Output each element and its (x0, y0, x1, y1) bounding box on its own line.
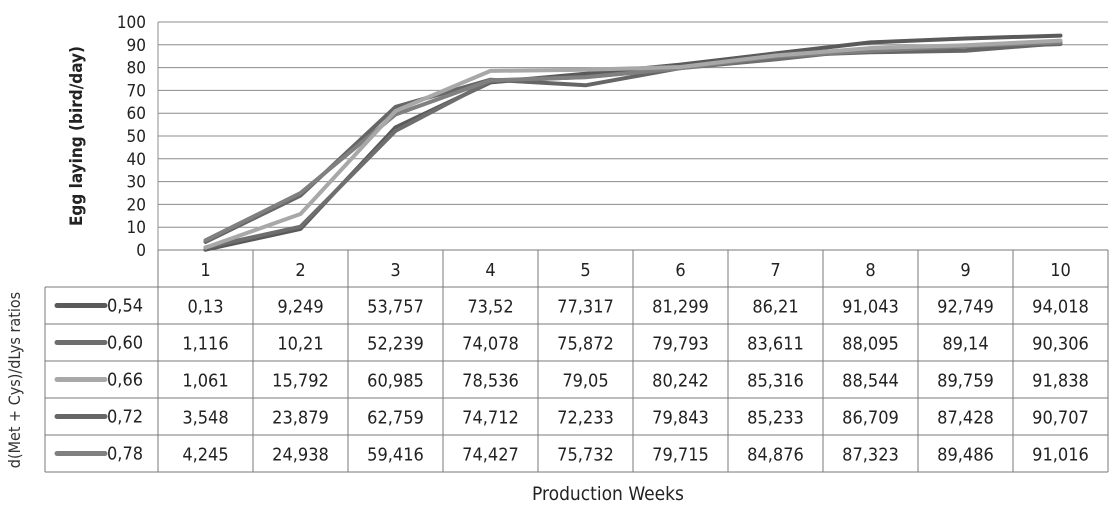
table-cell: 88,095 (842, 334, 899, 355)
table-cell: 86,709 (842, 408, 899, 429)
x-category-label: 4 (485, 260, 495, 281)
table-cell: 86,21 (752, 297, 798, 318)
table-cell: 79,05 (562, 371, 608, 392)
table-cell: 74,078 (462, 334, 519, 355)
legend-entry: 0,54 (107, 296, 143, 317)
table-cell: 87,323 (842, 445, 899, 466)
table-cell: 79,843 (652, 408, 709, 429)
table-cell: 88,544 (842, 371, 899, 392)
table-cell: 1,061 (182, 371, 228, 392)
table-cell: 59,416 (367, 445, 424, 466)
table-cell: 89,759 (937, 371, 994, 392)
legend-entry: 0,78 (107, 444, 143, 465)
table-cell: 62,759 (367, 408, 424, 429)
y-tick-label: 20 (127, 195, 146, 215)
table-cell: 75,732 (557, 445, 614, 466)
table-cell: 23,879 (272, 408, 329, 429)
y-tick-label: 50 (127, 127, 146, 147)
table-cell: 84,876 (747, 445, 804, 466)
x-category-label: 1 (200, 260, 210, 281)
x-category-label: 9 (960, 260, 970, 281)
table-cell: 78,536 (462, 371, 519, 392)
table-cell: 1,116 (182, 334, 228, 355)
table-cell: 52,239 (367, 334, 424, 355)
y-tick-label: 30 (127, 173, 146, 193)
table-cell: 9,249 (277, 297, 323, 318)
x-category-label: 10 (1050, 260, 1071, 281)
table-cell: 91,838 (1032, 371, 1089, 392)
table-cell: 53,757 (367, 297, 424, 318)
table-cell: 3,548 (182, 408, 228, 429)
table-cell: 4,245 (182, 445, 228, 466)
table-cell: 10,21 (277, 334, 323, 355)
y-tick-label: 0 (136, 241, 146, 261)
x-category-label: 3 (390, 260, 400, 281)
series-line (203, 38, 1063, 250)
table-cell: 89,486 (937, 445, 994, 466)
table-cell: 94,018 (1032, 297, 1089, 318)
table-cell: 60,985 (367, 371, 424, 392)
series-axis-label: d(Met + Cys)/dLys ratios (5, 292, 24, 468)
series-line (203, 40, 1063, 243)
table-cell: 89,14 (942, 334, 988, 355)
table-cell: 85,233 (747, 408, 804, 429)
table-cell: 79,715 (652, 445, 709, 466)
y-tick-label: 40 (127, 150, 146, 170)
table-cell: 91,016 (1032, 445, 1089, 466)
table-cell: 74,427 (462, 445, 519, 466)
table-cell: 74,712 (462, 408, 519, 429)
legend-entry: 0,72 (107, 407, 143, 428)
data-table: 1 2 3 4 5 6 7 8 9 10 0,54 0,13 9,249 53,757 73,52 77,31… (44, 249, 1109, 473)
table-cell: 83,611 (747, 334, 804, 355)
table-cell: 15,792 (272, 371, 329, 392)
table-cell: 77,317 (557, 297, 614, 318)
table-cell: 72,233 (557, 408, 614, 429)
table-cell: 87,428 (937, 408, 994, 429)
y-tick-label: 60 (127, 104, 146, 124)
y-tick-label: 70 (127, 81, 146, 101)
x-category-label: 7 (770, 260, 780, 281)
table-cell: 73,52 (467, 297, 513, 318)
series-lines (203, 33, 1063, 252)
x-axis-label: Production Weeks (532, 483, 684, 505)
table-cell: 79,793 (652, 334, 709, 355)
x-category-label: 2 (295, 260, 305, 281)
table-cell: 92,749 (937, 297, 994, 318)
legend-entry: 0,66 (107, 370, 143, 391)
y-axis-label: Egg laying (bird/day) (67, 46, 87, 226)
y-tick-label: 100 (117, 13, 146, 33)
x-category-label: 5 (580, 260, 590, 281)
table-cell: 90,306 (1032, 334, 1089, 355)
y-tick-label: 90 (127, 36, 146, 56)
x-category-label: 6 (675, 260, 685, 281)
table-cell: 80,242 (652, 371, 709, 392)
table-cell: 24,938 (272, 445, 329, 466)
table-cell: 81,299 (652, 297, 709, 318)
table-cell: 75,872 (557, 334, 614, 355)
table-cell: 90,707 (1032, 408, 1089, 429)
table-cell: 0,13 (187, 297, 223, 318)
legend-entry: 0,60 (107, 333, 143, 354)
y-tick-label: 10 (127, 218, 146, 238)
table-cell: 91,043 (842, 297, 899, 318)
y-tick-label: 80 (127, 59, 146, 79)
table-cell: 85,316 (747, 371, 804, 392)
x-category-label: 8 (865, 260, 875, 281)
